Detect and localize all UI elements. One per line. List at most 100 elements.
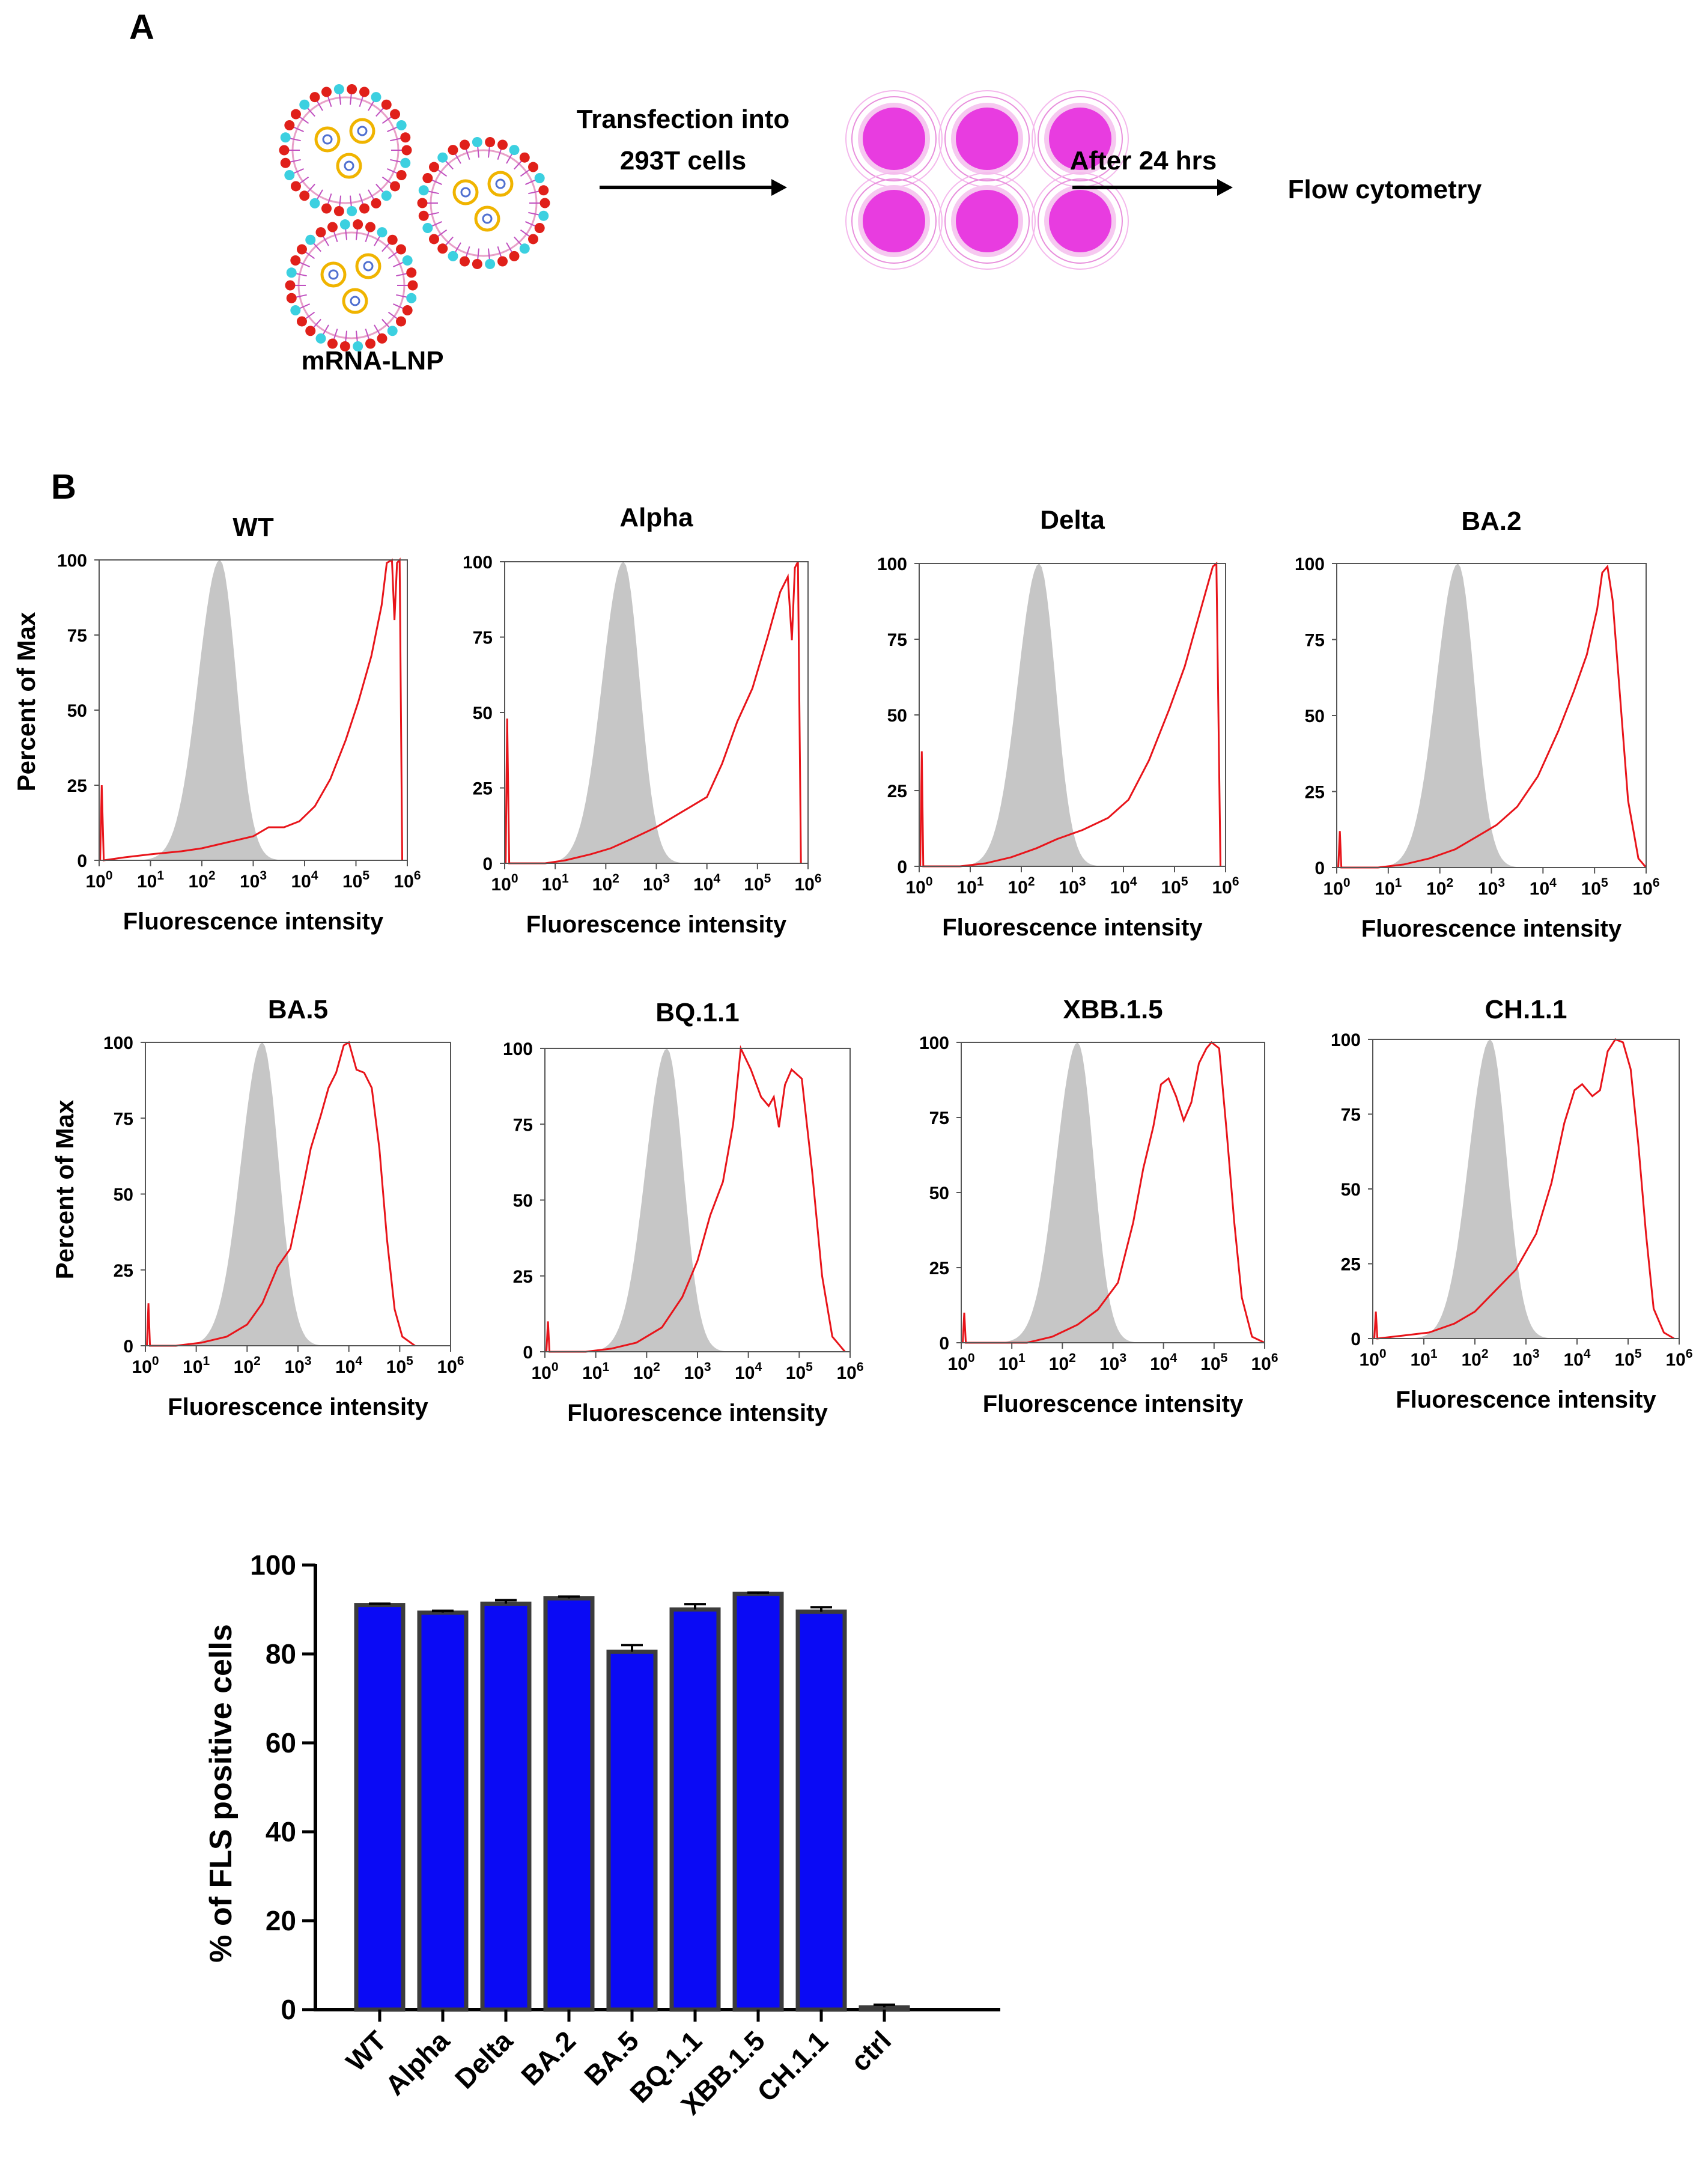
x-tick-label: 101 [582, 1360, 609, 1383]
lnp-particle [285, 219, 418, 351]
x-tick-label: 106 [794, 872, 821, 895]
x-tick-label: 101 [183, 1354, 210, 1377]
x-tick-label: 102 [592, 872, 619, 895]
y-tick-label: 100 [57, 551, 87, 571]
y-tick-label: 50 [67, 701, 87, 721]
x-tick-label: 103 [1099, 1351, 1126, 1374]
x-tick-label: 100 [1359, 1347, 1386, 1370]
x-tick-label: 100 [491, 872, 518, 895]
x-tick-label: 104 [1530, 876, 1557, 899]
step2-label: After 24 hrs [1070, 146, 1217, 175]
x-axis-label: Fluorescence intensity [526, 911, 787, 938]
plot-frame [504, 561, 809, 864]
x-tick-label: 103 [1512, 1347, 1539, 1370]
sample-histogram [99, 557, 403, 862]
step1-arrow [600, 179, 787, 196]
x-tick-label: 102 [188, 869, 215, 892]
y-tick-label: 75 [929, 1108, 949, 1128]
y-tick-label: 25 [1305, 783, 1325, 803]
x-tick-label: 105 [1161, 875, 1188, 898]
y-tick-label: 50 [1305, 707, 1325, 726]
x-tick-label: Delta [449, 2025, 519, 2095]
y-tick-label: 50 [473, 704, 493, 723]
histogram-ch-1-1: 0 25 50 75 100 100 101 102 103 104 105 106 CH.1.1 Flu… [1331, 995, 1693, 1413]
x-tick-label: 102 [234, 1354, 261, 1377]
x-tick-label: 106 [836, 1360, 863, 1383]
x-axis-label: Fluorescence intensity [983, 1391, 1244, 1417]
y-tick-label: 75 [67, 626, 87, 646]
x-tick-label: 104 [1110, 875, 1137, 898]
x-tick-label: 106 [1665, 1347, 1692, 1370]
plot-frame [1372, 1039, 1680, 1339]
well [1032, 172, 1129, 270]
y-tick-label: 75 [1305, 631, 1325, 651]
x-tick-label: 101 [542, 872, 569, 895]
histogram-delta: 0 25 50 75 100 100 101 102 103 104 105 106 Delta Fluo… [877, 505, 1239, 941]
control-histogram [130, 560, 300, 860]
histogram-alpha: 0 25 50 75 100 100 101 102 103 104 105 106 Alpha Fluo… [463, 503, 822, 938]
y-tick-label: 50 [887, 706, 907, 726]
histogram-ba-2: 0 25 50 75 100 100 101 102 103 104 105 106 BA.2 Fluor… [1295, 506, 1660, 942]
y-tick-label: 75 [887, 630, 907, 650]
y-tick-label: 0 [482, 854, 493, 874]
x-tick-label: 103 [684, 1360, 711, 1383]
histogram-title: Alpha [619, 503, 693, 532]
y-tick-label: 50 [929, 1184, 949, 1203]
histogram-title: BQ.1.1 [655, 998, 739, 1027]
control-histogram [1367, 564, 1538, 868]
sample-histogram [1373, 1038, 1675, 1340]
control-histogram [991, 1042, 1159, 1343]
lnp-illustration [279, 84, 550, 351]
x-tick-label: 104 [693, 872, 720, 895]
step1-label-line2: 293T cells [620, 146, 746, 175]
x-tick-label: BA.2 [515, 2025, 582, 2091]
x-tick-label: 103 [1478, 876, 1505, 899]
bar-delta [480, 1601, 532, 2012]
y-tick-label: 25 [67, 776, 87, 796]
well-plate-illustration [845, 90, 1129, 270]
x-axis-label: Fluorescence intensity [123, 908, 384, 935]
plot-frame [919, 563, 1226, 867]
y-tick-label: 100 [1295, 555, 1325, 574]
x-tick-label: WT [340, 2025, 392, 2077]
x-tick-label: 100 [1323, 876, 1350, 899]
bar-ctrl [859, 2005, 910, 2012]
y-tick-label: 60 [266, 1727, 296, 1758]
bar-ba-2 [543, 1596, 595, 2012]
y-tick-label: 75 [114, 1109, 133, 1129]
y-tick-label: 100 [503, 1039, 533, 1059]
plot-frame [99, 559, 408, 861]
well [938, 172, 1036, 270]
x-tick-label: 102 [1461, 1347, 1488, 1370]
x-axis-label: Fluorescence intensity [567, 1400, 828, 1426]
x-tick-label: 101 [1410, 1347, 1437, 1370]
x-tick-label: CH.1.1 [751, 2025, 834, 2108]
bar-wt [354, 1603, 406, 2012]
control-histogram [950, 564, 1119, 866]
y-tick-label: 25 [114, 1261, 133, 1281]
y-tick-label: 40 [266, 1816, 296, 1847]
histogram-grid: 0 25 50 75 100 100 101 102 103 104 105 106 WT Fluores… [57, 503, 1693, 1426]
x-tick-label: 105 [1614, 1347, 1641, 1370]
y-tick-label: 100 [877, 555, 907, 574]
sample-histogram [962, 1041, 1265, 1344]
histogram-xbb-1-5: 0 25 50 75 100 100 101 102 103 104 105 106 XBB.1.5 Fl… [919, 995, 1278, 1417]
y-tick-label: 50 [513, 1191, 533, 1211]
x-tick-label: 104 [1150, 1351, 1177, 1374]
x-tick-label: 104 [335, 1354, 362, 1377]
y-tick-label: 25 [513, 1267, 533, 1287]
sample-histogram [1337, 564, 1647, 869]
bar-bq-1-1 [669, 1607, 721, 2012]
bar-ch-1-1 [795, 1609, 847, 2012]
x-tick-label: 105 [744, 872, 771, 895]
y-tick-label: 25 [887, 782, 907, 801]
y-tick-label: 0 [523, 1343, 533, 1363]
histogram-bq-1-1: 0 25 50 75 100 100 101 102 103 104 105 106 BQ.1.1 Flu… [503, 998, 864, 1426]
y-tick-label: 75 [1341, 1105, 1361, 1125]
bar-ba-5 [606, 1649, 658, 2012]
y-tick-label: 80 [266, 1638, 296, 1670]
x-axis-label: Fluorescence intensity [168, 1394, 428, 1420]
well [845, 90, 943, 187]
bar-xbb-1-5 [732, 1591, 784, 2012]
y-tick-label: 100 [103, 1033, 133, 1053]
